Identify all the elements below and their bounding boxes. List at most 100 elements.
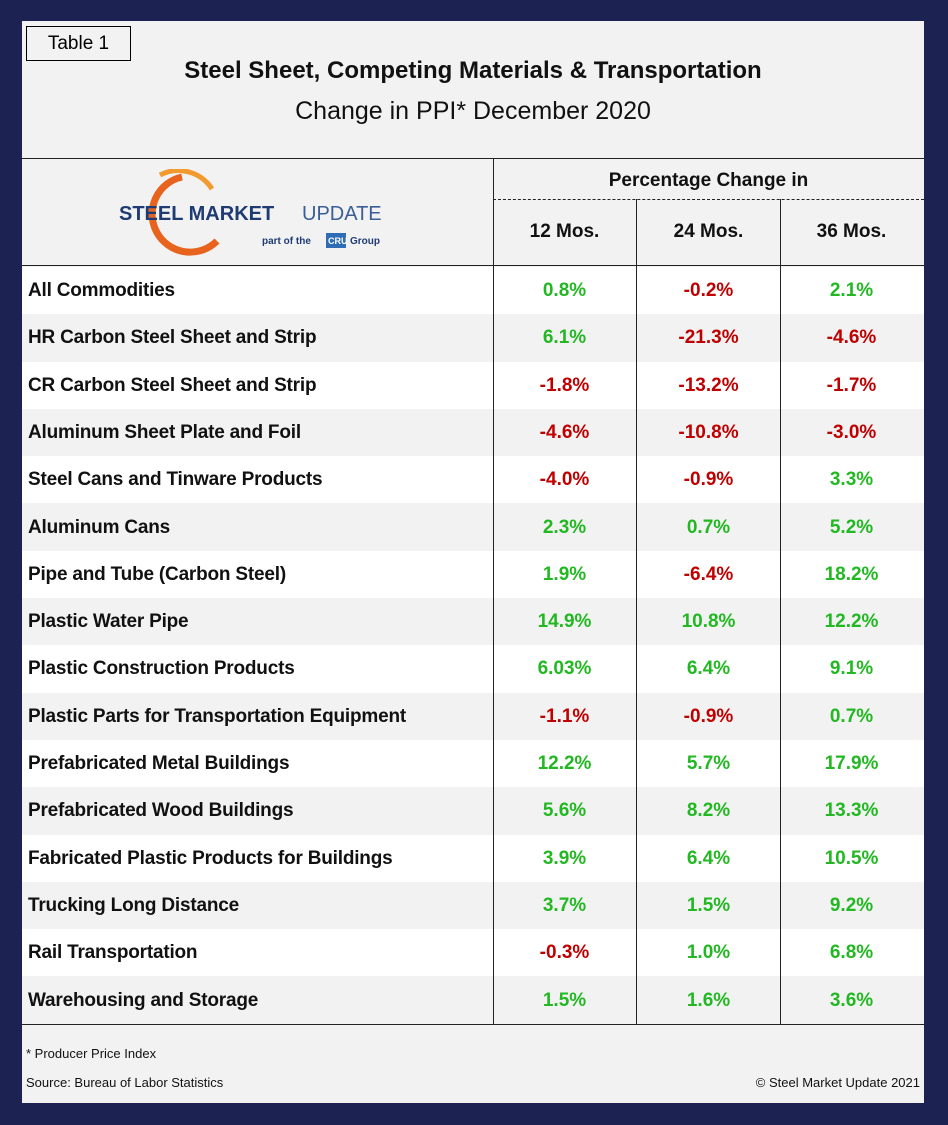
- cell-value: -1.8%: [539, 374, 590, 396]
- table-row: All Commodities 0.8% -0.2% 2.1%: [22, 267, 924, 315]
- row-label: All Commodities: [28, 280, 175, 301]
- row-label: Aluminum Sheet Plate and Foil: [28, 421, 301, 443]
- group-header: Percentage Change in: [608, 170, 809, 191]
- copyright: © Steel Market Update 2021: [755, 1075, 920, 1090]
- title: Steel Sheet, Competing Materials & Trans…: [184, 57, 762, 84]
- cell-value: 9.1%: [829, 658, 874, 680]
- cell-value: 0.8%: [542, 280, 587, 301]
- cell-value: 10.8%: [681, 611, 736, 633]
- cell-value: 5.7%: [686, 753, 731, 774]
- column-rule: [636, 199, 637, 1025]
- cell-value: 13.3%: [824, 800, 879, 822]
- table-row: Steel Cans and Tinware Products -4.0% -0.9…: [22, 456, 924, 504]
- row-label: CR Carbon Steel Sheet and Strip: [28, 374, 317, 396]
- cell-value: -1.1%: [539, 705, 590, 727]
- column-rule: [780, 199, 781, 1025]
- row-label: Plastic Water Pipe: [28, 611, 189, 633]
- cell-value: 5.2%: [829, 516, 874, 538]
- table-row: Trucking Long Distance 3.7% 1.5% 9.2%: [22, 881, 924, 930]
- column-header: 12 Mos.: [529, 221, 600, 242]
- cell-value: 8.2%: [686, 800, 731, 822]
- cell-value: -4.6%: [826, 327, 877, 349]
- row-label: Pipe and Tube (Carbon Steel): [28, 563, 286, 585]
- cell-value: -1.7%: [826, 374, 877, 396]
- cell-value: 6.8%: [829, 942, 874, 964]
- logo-tagline: Group: [350, 236, 380, 247]
- row-label: Steel Cans and Tinware Products: [28, 469, 323, 491]
- table-label: Table 1: [26, 26, 131, 61]
- subtitle: Change in PPI* December 2020: [295, 97, 651, 125]
- table-row: Prefabricated Wood Buildings 5.6% 8.2% 13.3…: [22, 787, 924, 835]
- cell-value: -10.8%: [678, 421, 739, 443]
- cell-value: 1.6%: [686, 989, 731, 1011]
- table-row: Plastic Construction Products 6.03% 6.4% 9.…: [22, 645, 924, 693]
- cell-value: 1.9%: [542, 563, 587, 585]
- cell-value: -6.4%: [683, 563, 734, 585]
- cell-value: -21.3%: [678, 327, 739, 349]
- cell-value: 3.3%: [829, 469, 874, 491]
- cell-value: 6.03%: [537, 658, 592, 680]
- logo-arc: [158, 169, 215, 191]
- table-row: Plastic Parts for Transportation Equipme…: [22, 692, 924, 740]
- row-label: Warehousing and Storage: [28, 989, 259, 1011]
- table-row: Rail Transportation -0.3% 1.0% 6.8%: [22, 929, 924, 977]
- cell-value: 14.9%: [537, 611, 592, 633]
- table-row: Aluminum Sheet Plate and Foil -4.6% -10.8%…: [22, 408, 924, 457]
- column-header: 24 Mos.: [673, 221, 744, 242]
- table-row: CR Carbon Steel Sheet and Strip -1.8% -13.…: [22, 361, 924, 409]
- row-label: Plastic Parts for Transportation Equipme…: [28, 705, 407, 727]
- row-label: Plastic Construction Products: [28, 658, 295, 680]
- logo-arc: [148, 173, 220, 256]
- cell-value: -3.0%: [826, 421, 877, 443]
- cell-value: 1.5%: [542, 989, 587, 1011]
- cell-value: -0.2%: [683, 280, 734, 301]
- logo-brand-update: UPDATE: [302, 203, 382, 225]
- cell-value: 1.0%: [686, 942, 731, 964]
- cell-value: 12.2%: [824, 611, 879, 633]
- cell-value: 18.2%: [824, 563, 879, 585]
- table-panel: Table 1 Steel Sheet, Competing Materials…: [22, 21, 924, 1103]
- row-label: Prefabricated Wood Buildings: [28, 800, 294, 822]
- column-rule: [493, 158, 494, 1025]
- cell-value: 17.9%: [824, 753, 879, 774]
- cell-value: 2.1%: [829, 280, 874, 301]
- table-row: Fabricated Plastic Products for Building…: [22, 834, 924, 882]
- cell-value: 3.7%: [542, 894, 587, 916]
- cell-value: 6.4%: [686, 847, 731, 869]
- cell-value: 3.9%: [542, 847, 587, 869]
- logo-brand: STEEL MARKET: [119, 203, 274, 225]
- table-row: Aluminum Cans 2.3% 0.7% 5.2%: [22, 503, 924, 551]
- rule: [22, 158, 924, 159]
- table-row: Warehousing and Storage 1.5% 1.6% 3.6%: [22, 976, 924, 1024]
- table-row: Pipe and Tube (Carbon Steel) 1.9% -6.4% 18.…: [22, 550, 924, 599]
- column-header: 36 Mos.: [816, 221, 887, 242]
- cell-value: 0.7%: [829, 705, 874, 727]
- cell-value: 3.6%: [829, 989, 874, 1011]
- cell-value: 0.7%: [686, 516, 731, 538]
- cell-value: -13.2%: [678, 374, 739, 396]
- logo: STEEL MARKET UPDATE part of the CRU Grou…: [119, 169, 382, 256]
- row-label: Rail Transportation: [28, 942, 198, 964]
- cell-value: 5.6%: [542, 800, 587, 822]
- cell-value: -0.9%: [683, 469, 734, 491]
- row-label: Trucking Long Distance: [28, 894, 239, 916]
- cell-value: 2.3%: [542, 516, 587, 538]
- footnote: * Producer Price Index: [26, 1046, 157, 1061]
- rule: [493, 199, 924, 200]
- row-label: Aluminum Cans: [28, 516, 171, 538]
- rule: [22, 265, 924, 266]
- source: Source: Bureau of Labor Statistics: [26, 1075, 224, 1090]
- cell-value: 12.2%: [537, 753, 592, 774]
- logo-tagline: part of the: [262, 236, 311, 247]
- cell-value: 10.5%: [824, 847, 879, 869]
- cell-value: -4.6%: [539, 421, 590, 443]
- cell-value: -4.0%: [539, 469, 590, 491]
- cell-value: -0.9%: [683, 705, 734, 727]
- cell-value: 1.5%: [686, 894, 731, 916]
- table-row: Prefabricated Metal Buildings 12.2% 5.7% 17…: [22, 740, 924, 788]
- rule: [22, 1024, 924, 1025]
- cell-value: 6.1%: [542, 327, 587, 349]
- table-row: HR Carbon Steel Sheet and Strip 6.1% -21.3…: [22, 314, 924, 362]
- table-row: Plastic Water Pipe 14.9% 10.8% 12.2%: [22, 598, 924, 646]
